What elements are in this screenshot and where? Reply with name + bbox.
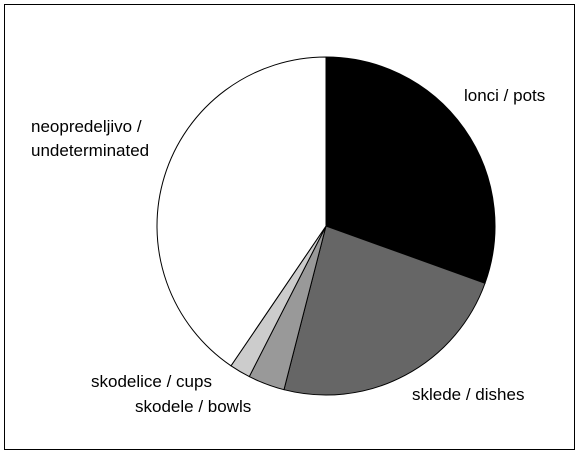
slice-pots xyxy=(325,56,496,284)
slice-undetermined xyxy=(156,56,327,367)
label-cups: skodelice / cups xyxy=(91,372,212,391)
label-dishes: sklede / dishes xyxy=(412,385,524,404)
label-undetermined-line2: undeterminated xyxy=(31,141,149,160)
slice-dishes xyxy=(283,225,486,396)
pie-slices xyxy=(156,56,496,396)
label-pots: lonci / pots xyxy=(464,86,545,105)
label-undetermined-line1: neopredeljivo / xyxy=(31,117,142,136)
label-bowls: skodele / bowls xyxy=(135,397,251,416)
